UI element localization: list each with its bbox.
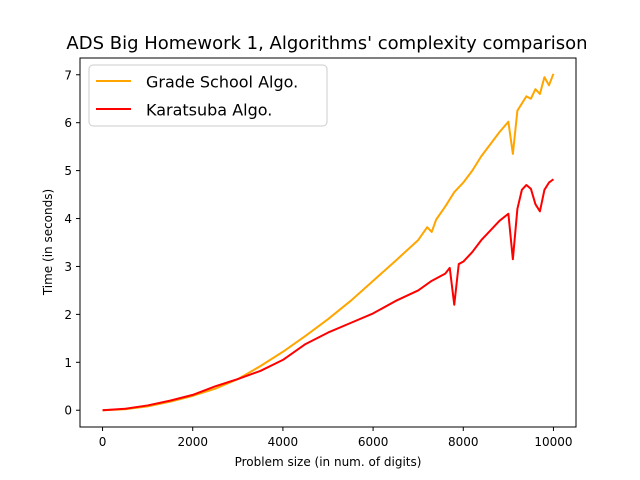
- x-tick-label: 8000: [448, 435, 479, 449]
- series-line-1: [102, 178, 555, 412]
- y-tick-label: 1: [64, 356, 72, 370]
- chart-title: ADS Big Homework 1, Algorithms' complexi…: [66, 33, 587, 54]
- x-tick-label: 6000: [358, 435, 389, 449]
- y-tick-label: 2: [64, 308, 72, 322]
- y-tick-label: 6: [64, 116, 72, 130]
- series-layer: [102, 73, 555, 412]
- y-tick-label: 0: [64, 404, 72, 418]
- legend-label-grade-school: Grade School Algo.: [146, 73, 298, 92]
- legend: Grade School Algo. Karatsuba Algo.: [88, 64, 328, 127]
- y-tick-label: 7: [64, 68, 72, 82]
- legend-label-karatsuba: Karatsuba Algo.: [146, 101, 272, 120]
- x-axis: 0 2000 4000 6000 8000 10000: [99, 427, 573, 449]
- y-axis: 0 1 2 3 4 5 6 7: [64, 68, 80, 418]
- plot-frame: [79, 57, 577, 428]
- y-tick-label: 5: [64, 164, 72, 178]
- y-axis-label: Time (in seconds): [41, 189, 55, 296]
- x-tick-label: 10000: [534, 435, 572, 449]
- y-tick-label: 4: [64, 212, 72, 226]
- x-tick-label: 4000: [268, 435, 299, 449]
- x-tick-label: 0: [99, 435, 107, 449]
- y-tick-label: 3: [64, 260, 72, 274]
- legend-frame: [88, 64, 328, 127]
- x-tick-label: 2000: [177, 435, 208, 449]
- x-axis-label: Problem size (in num. of digits): [235, 455, 422, 469]
